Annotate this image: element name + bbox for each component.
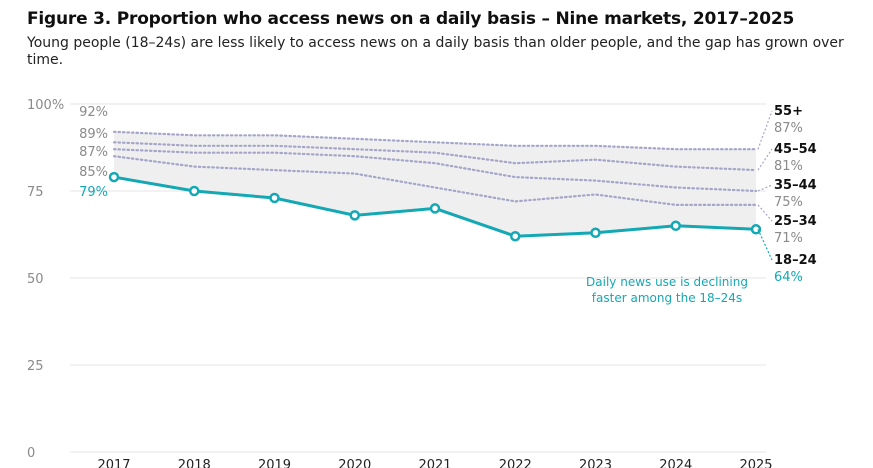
x-tick-label-2018: 2018 [178, 458, 211, 468]
leader-line-25–34 [757, 204, 773, 222]
data-point-2020 [349, 210, 360, 221]
x-tick-label-2017: 2017 [97, 458, 130, 468]
series-name-label-18–24: 18–24 [774, 253, 817, 268]
end-value-label-25–34: 71% [774, 231, 803, 246]
start-label-55+: 92% [79, 105, 108, 120]
series-name-label-25–34: 25–34 [774, 214, 817, 229]
start-label-25–34: 85% [79, 165, 108, 180]
series-name-label-45–54: 45–54 [774, 142, 817, 157]
leader-line-55+ [757, 110, 773, 150]
y-tick-label-50: 50 [27, 272, 44, 287]
data-point-2023 [590, 227, 601, 239]
x-tick-label-2019: 2019 [258, 458, 291, 468]
series-line-45–54 [112, 141, 758, 172]
data-point-2018 [189, 185, 200, 197]
leader-line-18–24 [757, 229, 773, 261]
start-label-35–44: 87% [79, 145, 108, 160]
end-value-label-18–24: 64% [774, 270, 803, 285]
end-value-label-45–54: 81% [774, 159, 803, 174]
gap-band [114, 131, 756, 237]
y-tick-label-75: 75 [27, 185, 44, 200]
data-point-2021 [429, 203, 441, 214]
series-name-label-55+: 55+ [774, 104, 803, 119]
start-label-18–24: 79% [79, 185, 108, 200]
x-tick-label-2022: 2022 [499, 458, 532, 468]
y-tick-label-0: 0 [27, 446, 35, 461]
annotation-line-2: faster among the 18–24s [592, 291, 742, 305]
series-line-35–44 [112, 148, 758, 193]
chart-title: Figure 3. Proportion who access news on … [27, 9, 795, 29]
data-point-2019 [269, 192, 280, 204]
data-point-2017 [108, 171, 120, 183]
series-line-25–34 [112, 155, 758, 206]
x-tick-label-2024: 2024 [659, 458, 692, 468]
x-tick-label-2025: 2025 [739, 458, 772, 468]
y-tick-label-25: 25 [27, 359, 44, 374]
annotation-line-1: Daily news use is declining [586, 275, 748, 289]
leader-line-45–54 [757, 148, 773, 171]
data-point-2025 [750, 224, 762, 235]
data-point-2022 [510, 230, 521, 242]
x-tick-label-2023: 2023 [579, 458, 612, 468]
start-label-45–54: 89% [79, 127, 108, 142]
end-value-label-35–44: 75% [774, 195, 803, 210]
series-name-label-35–44: 35–44 [774, 178, 817, 193]
x-tick-label-2020: 2020 [338, 458, 371, 468]
data-point-2024 [670, 220, 681, 232]
end-value-label-55+: 87% [774, 121, 803, 136]
leader-line-35–44 [757, 184, 773, 192]
chart-subtitle: Young people (18–24s) are less likely to… [27, 35, 844, 68]
x-tick-label-2021: 2021 [418, 458, 451, 468]
y-tick-label-100: 100% [27, 98, 64, 113]
series-line-55+ [112, 130, 758, 151]
